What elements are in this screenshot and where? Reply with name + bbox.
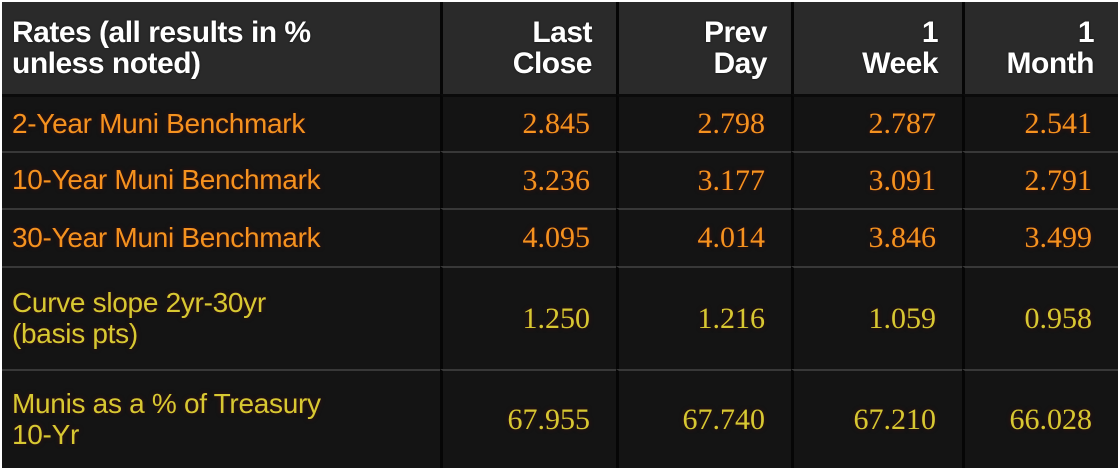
value-munis-pct-1-month: 66.028 bbox=[962, 369, 1118, 468]
value-30yr-1-week: 3.846 bbox=[791, 208, 962, 266]
value-munis-pct-1-week: 67.210 bbox=[791, 369, 962, 468]
value-10yr-1-month: 2.791 bbox=[962, 151, 1118, 208]
value-2yr-1-week: 2.787 bbox=[791, 94, 962, 151]
row-label-30yr-muni-benchmark: 30-Year Muni Benchmark bbox=[2, 208, 440, 266]
value-10yr-last-close: 3.236 bbox=[440, 151, 616, 208]
column-header-1-month: 1 Month bbox=[962, 2, 1118, 94]
value-curve-slope-1-week: 1.059 bbox=[791, 266, 962, 369]
value-munis-pct-last-close: 67.955 bbox=[440, 369, 616, 468]
column-header-1-week: 1 Week bbox=[791, 2, 962, 94]
column-header-last-close: Last Close bbox=[440, 2, 616, 94]
value-curve-slope-prev-day: 1.216 bbox=[616, 266, 791, 369]
value-2yr-1-month: 2.541 bbox=[962, 94, 1118, 151]
value-10yr-1-week: 3.091 bbox=[791, 151, 962, 208]
value-2yr-last-close: 2.845 bbox=[440, 94, 616, 151]
value-30yr-last-close: 4.095 bbox=[440, 208, 616, 266]
value-30yr-prev-day: 4.014 bbox=[616, 208, 791, 266]
table-title: Rates (all results in % unless noted) bbox=[2, 2, 440, 94]
value-curve-slope-last-close: 1.250 bbox=[440, 266, 616, 369]
column-header-prev-day: Prev Day bbox=[616, 2, 791, 94]
value-2yr-prev-day: 2.798 bbox=[616, 94, 791, 151]
value-munis-pct-prev-day: 67.740 bbox=[616, 369, 791, 468]
row-label-munis-pct-treasury: Munis as a % of Treasury 10-Yr bbox=[2, 369, 440, 468]
value-curve-slope-1-month: 0.958 bbox=[962, 266, 1118, 369]
row-label-10yr-muni-benchmark: 10-Year Muni Benchmark bbox=[2, 151, 440, 208]
value-10yr-prev-day: 3.177 bbox=[616, 151, 791, 208]
row-label-curve-slope: Curve slope 2yr-30yr (basis pts) bbox=[2, 266, 440, 369]
row-label-2yr-muni-benchmark: 2-Year Muni Benchmark bbox=[2, 94, 440, 151]
value-30yr-1-month: 3.499 bbox=[962, 208, 1118, 266]
